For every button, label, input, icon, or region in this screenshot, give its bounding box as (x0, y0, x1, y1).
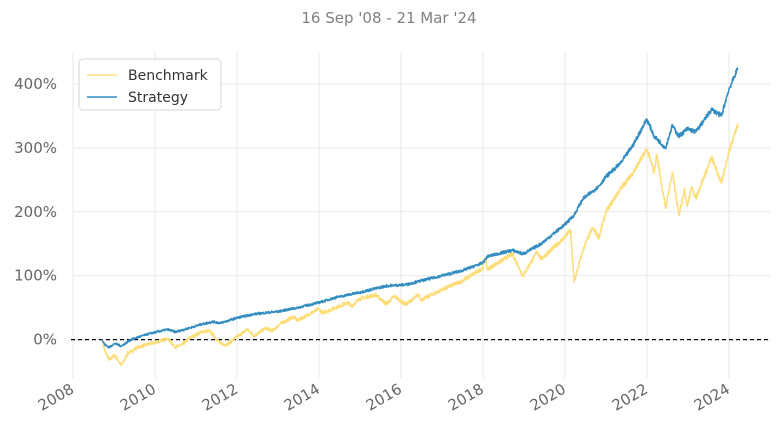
x-tick-label: 2014 (281, 380, 323, 415)
x-tick-label: 2022 (609, 380, 651, 415)
y-axis-ticks: 0% 100% 200% 300% 400% (14, 75, 57, 349)
x-tick-label: 2020 (527, 380, 569, 415)
x-axis-ticks: 2008 2010 2012 2014 2016 2018 2020 2022 2024 (35, 380, 733, 415)
series-lines (101, 67, 739, 366)
y-tick-label: 100% (14, 267, 57, 285)
chart-title: 16 Sep '08 - 21 Mar '24 (301, 9, 476, 27)
x-tick-label: 2008 (35, 380, 77, 415)
y-tick-label: 0% (33, 331, 57, 349)
legend: Benchmark Strategy (78, 58, 222, 111)
y-tick-label: 400% (14, 75, 57, 93)
y-tick-label: 300% (14, 139, 57, 157)
x-tick-label: 2012 (199, 380, 241, 415)
series-line-strategy (101, 67, 739, 349)
y-tick-label: 200% (14, 203, 57, 221)
x-tick-label: 2016 (363, 380, 405, 415)
x-tick-label: 2018 (445, 380, 487, 415)
series-line-benchmark (101, 123, 739, 366)
legend-label-strategy: Strategy (128, 90, 188, 106)
legend-label-benchmark: Benchmark (128, 68, 209, 84)
x-tick-label: 2010 (117, 380, 159, 415)
x-tick-label: 2024 (691, 380, 733, 415)
